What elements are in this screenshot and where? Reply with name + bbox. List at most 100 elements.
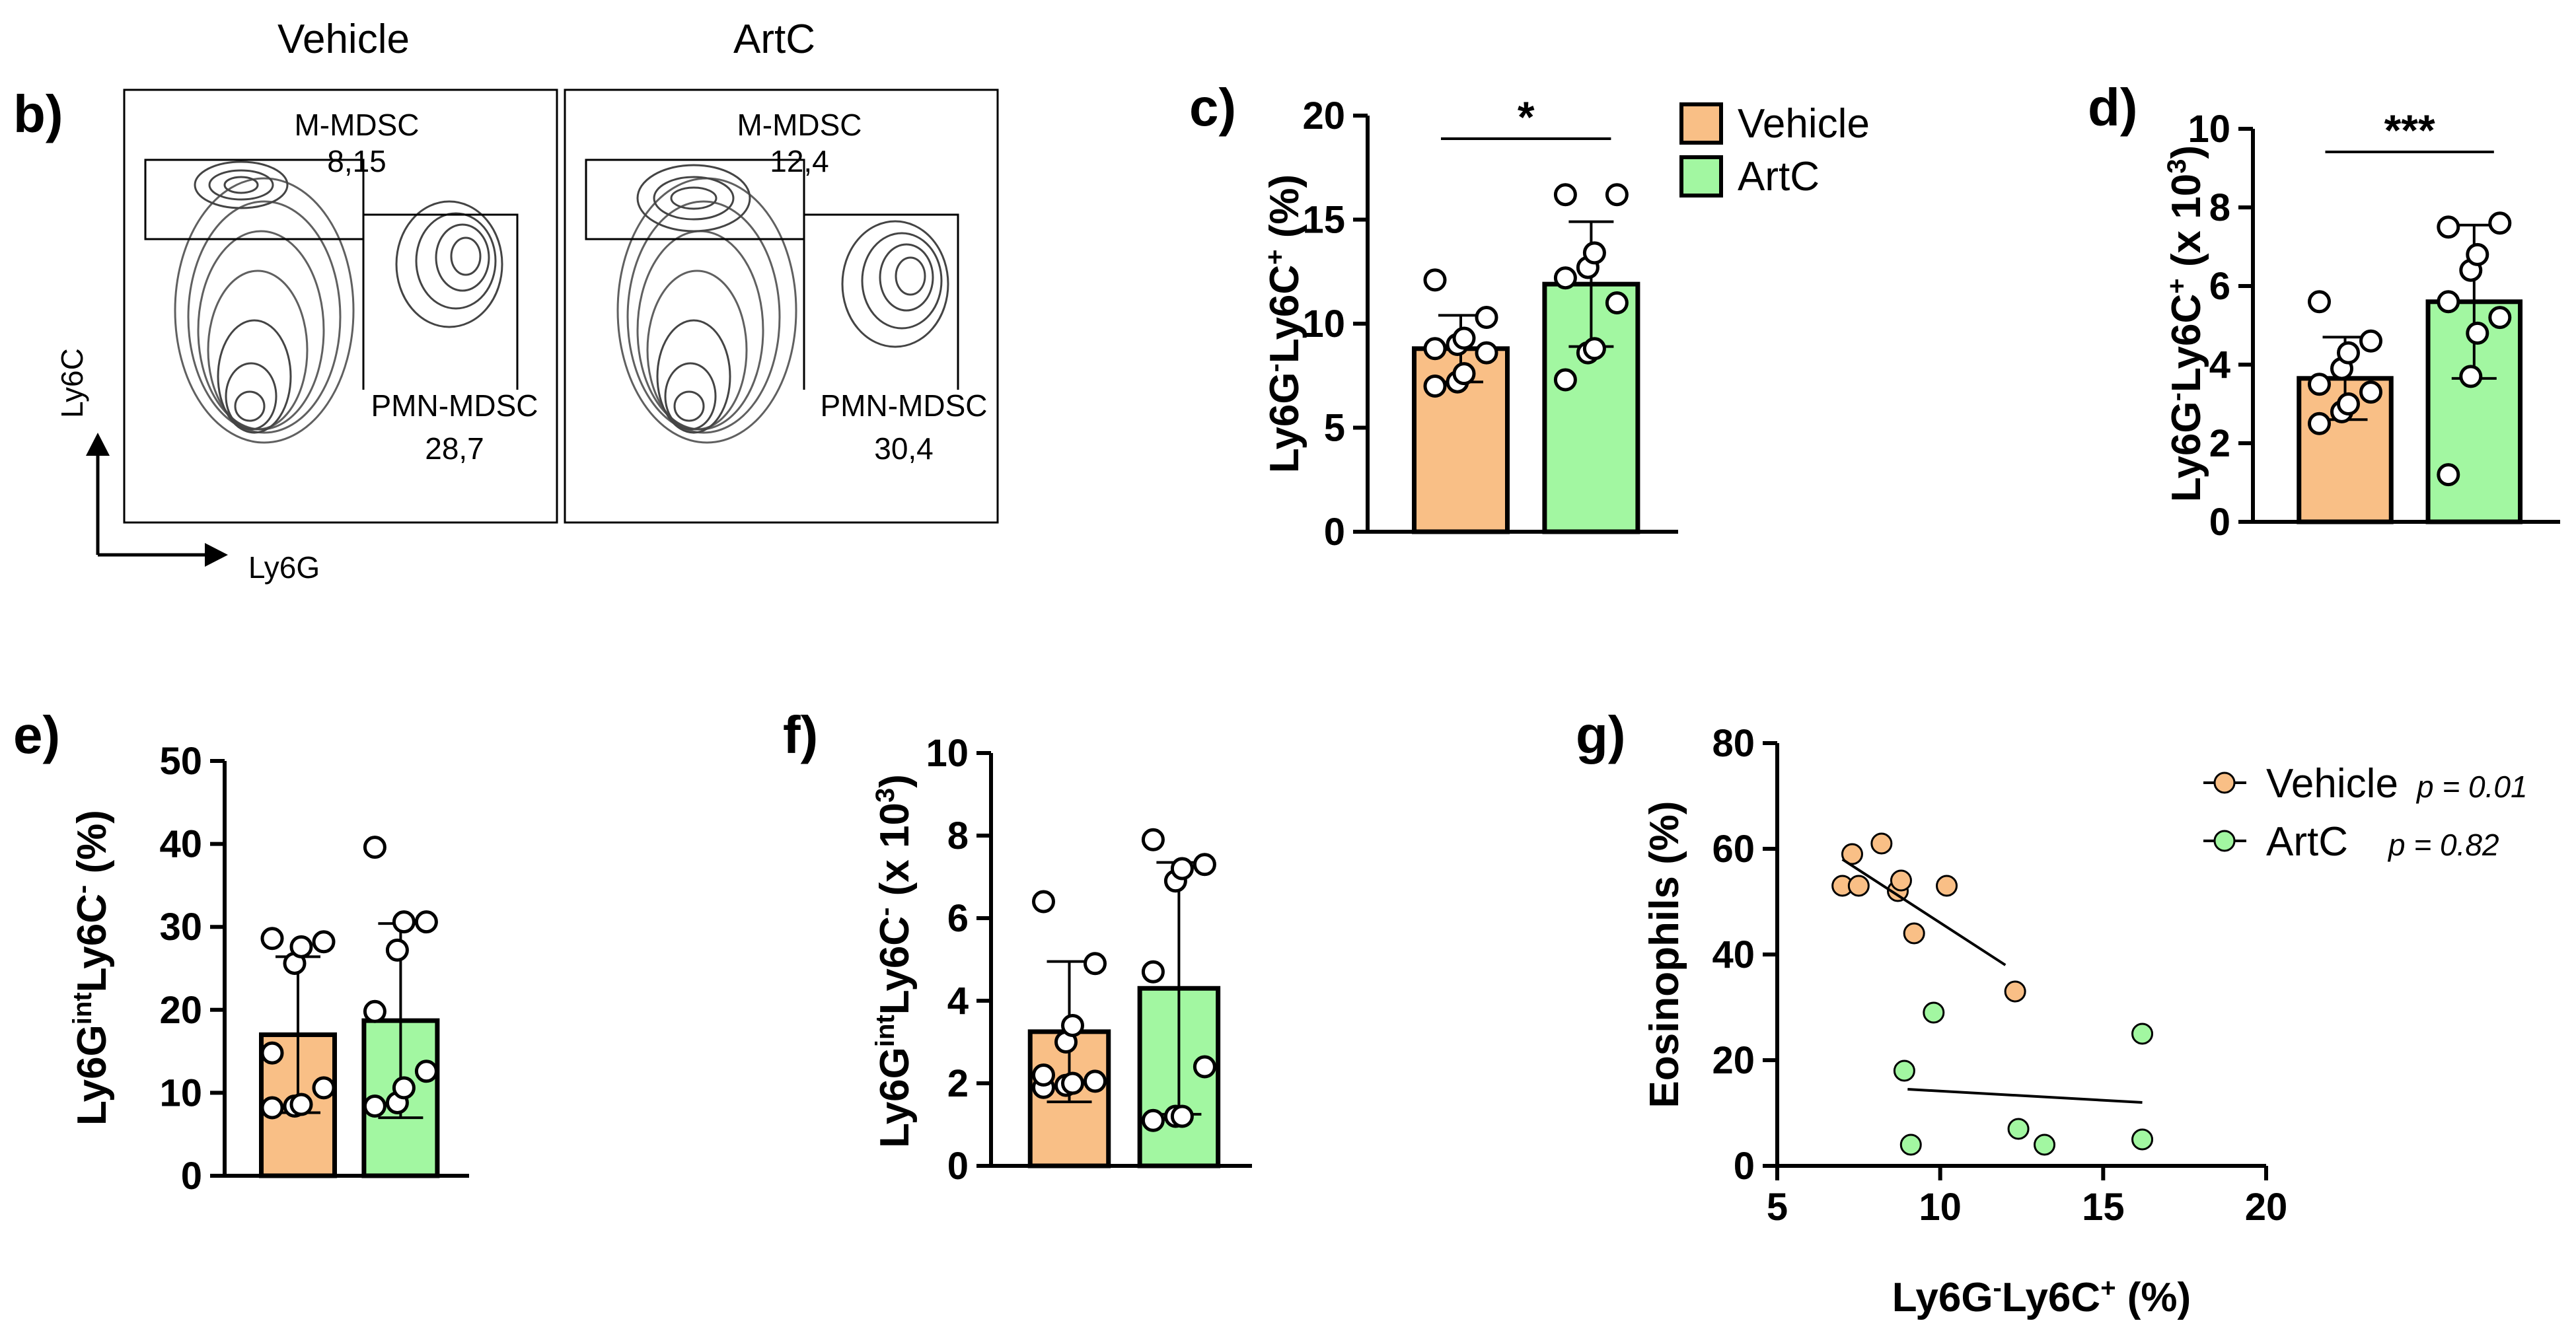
data-point [2437,215,2460,239]
scatter-point-vehicle [1847,875,1870,897]
data-point [1423,337,1447,361]
data-point [1553,266,1577,290]
y-tick-label: 4 [947,980,969,1023]
y-tick-label: 10 [926,732,969,775]
gate-label-m-mdsc: M-MDSC [737,108,862,142]
gate-label-pmn-mdsc: PMN-MDSC [371,388,538,423]
data-point [1582,337,1606,361]
data-point [260,1096,284,1120]
data-point [2466,242,2489,266]
data-point [1141,1108,1165,1132]
gate-value-pmn-mdsc: 30,4 [874,431,934,466]
y-tick-label: 20 [159,989,202,1032]
data-point [2308,373,2331,396]
x-tick-label: 5 [1767,1186,1788,1229]
y-tick-label: 40 [159,823,202,866]
y-tick-label: 30 [159,906,202,949]
data-point [289,935,313,958]
gate-label-m-mdsc: M-MDSC [294,108,419,142]
x-tick-label: 20 [2245,1186,2288,1229]
scatter-point-artc [2007,1118,2030,1140]
data-point [1423,375,1447,398]
data-point [363,1094,386,1118]
y-tick-label: 6 [2209,265,2230,308]
scatter-point-artc [2034,1133,2056,1156]
y-tick-label: 10 [1302,303,1345,345]
scatter-point-artc [1923,1001,1945,1024]
y-tick-label: 80 [1712,722,1755,765]
y-axis-label: Ly6GintLy6C- (x 103) [871,774,918,1148]
chart-g: g) 0 20 40 60 80 5 10 15 20 Eosinophils (%) Ly6G-Ly… [1576,705,2528,1320]
data-point [1475,306,1498,330]
data-point [1141,960,1165,984]
scatter-point-artc [1899,1133,1922,1156]
data-point [1605,183,1629,207]
y-tick-label: 2 [947,1062,969,1105]
fit-line-vehicle [1841,858,2006,966]
data-point [1170,857,1194,881]
legend-marker [2213,830,2236,852]
legend-label: ArtC [2266,819,2348,865]
data-point [2437,463,2460,487]
contour-density [616,164,949,444]
right-arrow-icon [205,543,228,567]
flow-plot-frame [564,89,999,524]
panel-label: g) [1576,705,1626,764]
y-tick-label: 2 [2209,422,2230,465]
data-point [392,910,416,934]
legend-label-vehicle: Vehicle [1738,101,1870,147]
data-point [1582,241,1606,265]
y-tick-label: 0 [2209,501,2230,544]
chart-c: c) 0 5 10 15 20 Ly6G-Ly6C+ (%) * Vehicle ArtC [1189,78,1870,554]
flow-plot-artc: M-MDSC 12,4 PMN-MDSC 30,4 [564,89,999,524]
data-point [414,1060,438,1083]
legend-swatch-vehicle [1679,102,1723,145]
data-point [2308,290,2331,314]
panel-b: b) Vehicle ArtC [13,17,999,585]
gate-value-m-mdsc: 8,15 [327,144,386,178]
flow-x-axis-label: Ly6G [248,550,320,585]
data-point [1193,853,1216,877]
y-tick-label: 5 [1324,407,1345,450]
data-point [2308,412,2331,435]
data-point [1032,1063,1055,1087]
y-tick-label: 0 [947,1145,969,1188]
y-axis-label: Ly6GintLy6C- (%) [68,810,115,1126]
data-point [392,1076,416,1100]
up-arrow-icon [86,433,110,456]
data-point [2437,290,2460,314]
contour-density [174,161,503,444]
gate-pmn-mdsc [804,213,959,390]
flow-y-axis-label: Ly6C [55,348,89,418]
data-point [1141,828,1165,851]
gate-pmn-mdsc [363,213,519,390]
scatter-point-artc [2131,1128,2154,1151]
data-point [1452,362,1476,386]
x-tick-label: 10 [1919,1186,1962,1229]
data-point [1061,1071,1084,1095]
data-point [1605,291,1629,314]
panel-label: d) [2088,78,2138,137]
legend-swatch-artc [1679,155,1723,198]
panel-label: f) [783,705,818,764]
data-point [2359,329,2382,353]
legend-label: Vehicle [2266,761,2398,807]
flow-title-artc: ArtC [733,17,815,62]
data-point [1193,1055,1216,1079]
legend-p-value: p = 0.82 [2387,828,2499,862]
legend-marker [2213,772,2236,794]
data-point [260,1041,284,1065]
data-point [260,927,284,951]
y-tick-label: 60 [1712,828,1755,871]
gate-value-m-mdsc: 12,4 [770,144,829,178]
scatter-point-vehicle [1841,843,1863,865]
data-point [289,1093,313,1116]
y-axis-label: Ly6G-Ly6C+ (x 103) [2162,145,2209,502]
data-point [1061,1014,1084,1037]
chart-e: e) 0 10 20 30 40 50 Ly6GintLy6C- (%) [13,705,469,1198]
scatter-point-artc [1893,1060,1915,1082]
data-point [363,999,386,1023]
